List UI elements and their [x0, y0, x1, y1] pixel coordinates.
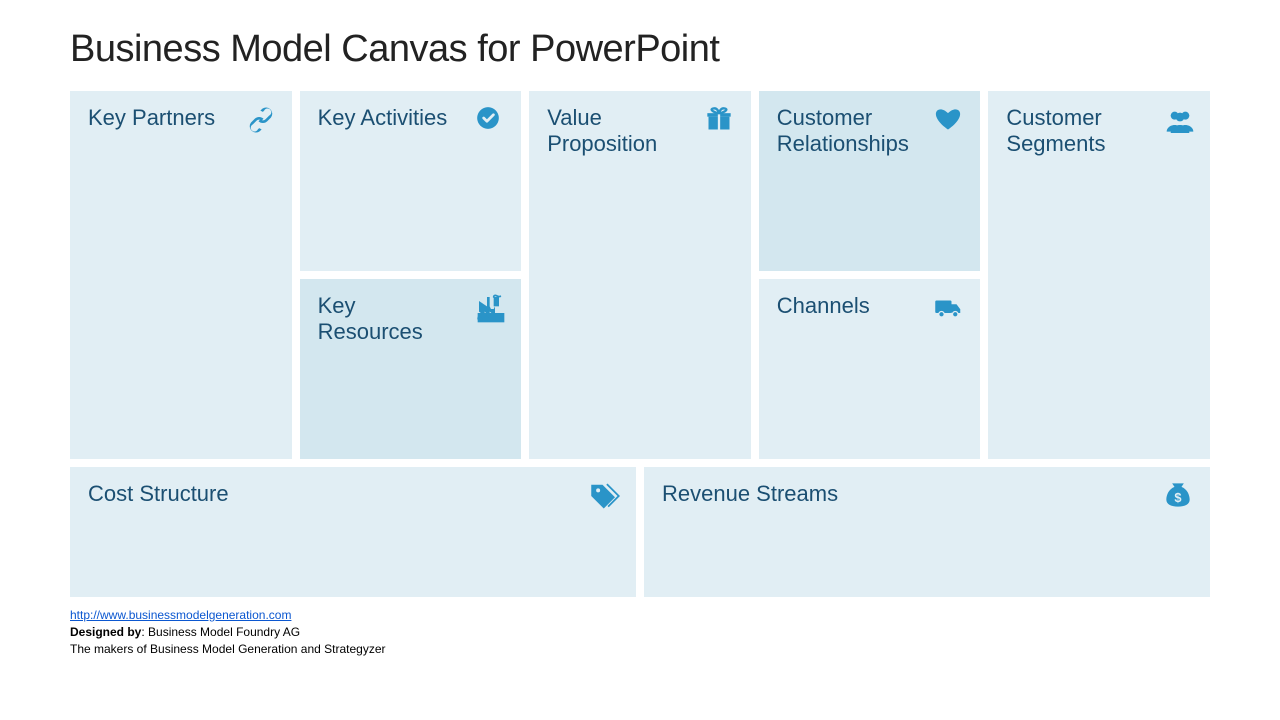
check-circle-icon	[475, 105, 505, 135]
cell-label: Customer Segments	[1006, 105, 1146, 158]
cell-customer-relationships: Customer Relationships	[759, 91, 981, 271]
cell-key-partners: Key Partners	[70, 91, 292, 459]
cell-label: Value Proposition	[547, 105, 687, 158]
cell-value-proposition: Value Proposition	[529, 91, 751, 459]
gift-icon	[705, 105, 735, 135]
cell-label: Key Partners	[88, 105, 228, 131]
footer: http://www.businessmodelgeneration.com D…	[70, 607, 1210, 657]
cell-label: Customer Relationships	[777, 105, 917, 158]
cell-revenue-streams: Revenue Streams	[644, 467, 1210, 597]
cell-label: Channels	[777, 293, 917, 319]
link-icon	[246, 105, 276, 135]
tag-icon	[590, 481, 620, 511]
cell-label: Key Resources	[318, 293, 458, 346]
designed-by-value: : Business Model Foundry AG	[141, 625, 300, 639]
factory-icon	[475, 293, 505, 323]
business-model-canvas: Key Partners Key Activities Key Resource…	[70, 91, 1210, 597]
truck-icon	[934, 293, 964, 323]
heart-icon	[934, 105, 964, 135]
cell-channels: Channels	[759, 279, 981, 459]
designed-by-label: Designed by	[70, 625, 141, 639]
footer-link[interactable]: http://www.businessmodelgeneration.com	[70, 608, 291, 622]
cell-label: Key Activities	[318, 105, 458, 131]
page-title: Business Model Canvas for PowerPoint	[70, 28, 1210, 71]
cell-key-activities: Key Activities	[300, 91, 522, 271]
cell-customer-segments: Customer Segments	[988, 91, 1210, 459]
people-icon	[1164, 105, 1194, 135]
money-bag-icon	[1164, 481, 1194, 511]
cell-cost-structure: Cost Structure	[70, 467, 636, 597]
cell-key-resources: Key Resources	[300, 279, 522, 459]
cell-label: Cost Structure	[88, 481, 388, 507]
footer-makers: The makers of Business Model Generation …	[70, 642, 386, 656]
cell-label: Revenue Streams	[662, 481, 962, 507]
